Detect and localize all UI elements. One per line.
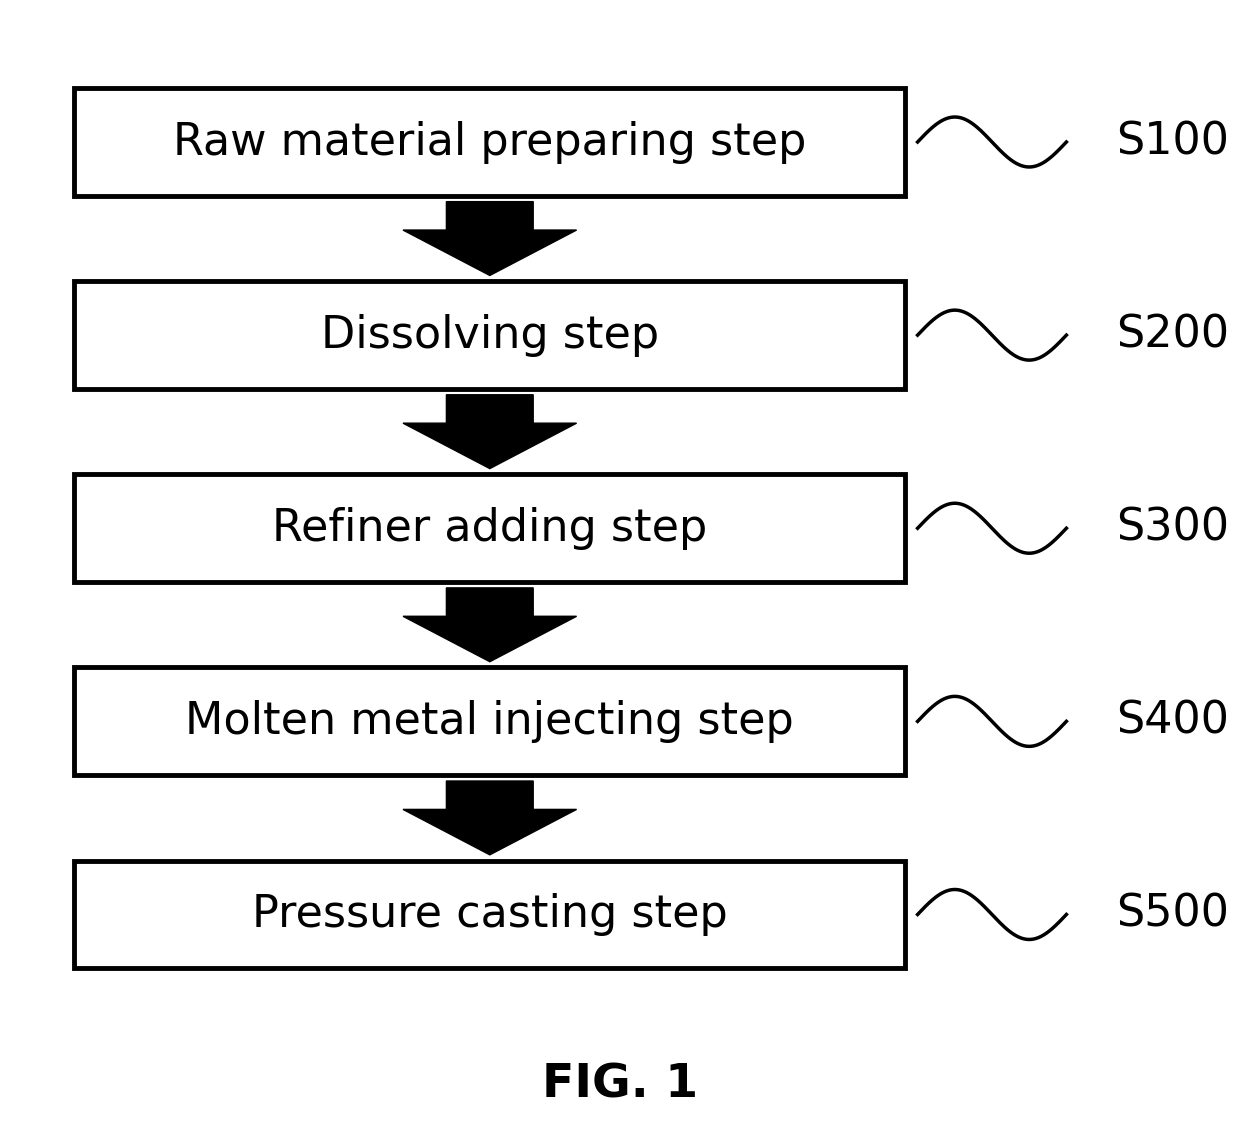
Text: Molten metal injecting step: Molten metal injecting step <box>186 700 794 743</box>
Polygon shape <box>403 202 577 275</box>
Text: S200: S200 <box>1116 314 1229 357</box>
Bar <box>74 87 905 195</box>
Text: Raw material preparing step: Raw material preparing step <box>174 120 806 164</box>
Text: S500: S500 <box>1116 893 1229 936</box>
Text: S300: S300 <box>1116 507 1229 550</box>
Text: S100: S100 <box>1116 120 1229 164</box>
Text: Dissolving step: Dissolving step <box>321 314 658 357</box>
Text: Pressure casting step: Pressure casting step <box>252 893 728 936</box>
Text: Refiner adding step: Refiner adding step <box>272 507 708 550</box>
Text: FIG. 1: FIG. 1 <box>542 1062 698 1108</box>
Text: S400: S400 <box>1116 700 1229 743</box>
Polygon shape <box>403 394 577 468</box>
Bar <box>74 281 905 389</box>
Bar <box>74 668 905 775</box>
Polygon shape <box>403 782 577 854</box>
Bar <box>74 861 905 968</box>
Polygon shape <box>403 588 577 661</box>
Bar <box>74 475 905 582</box>
